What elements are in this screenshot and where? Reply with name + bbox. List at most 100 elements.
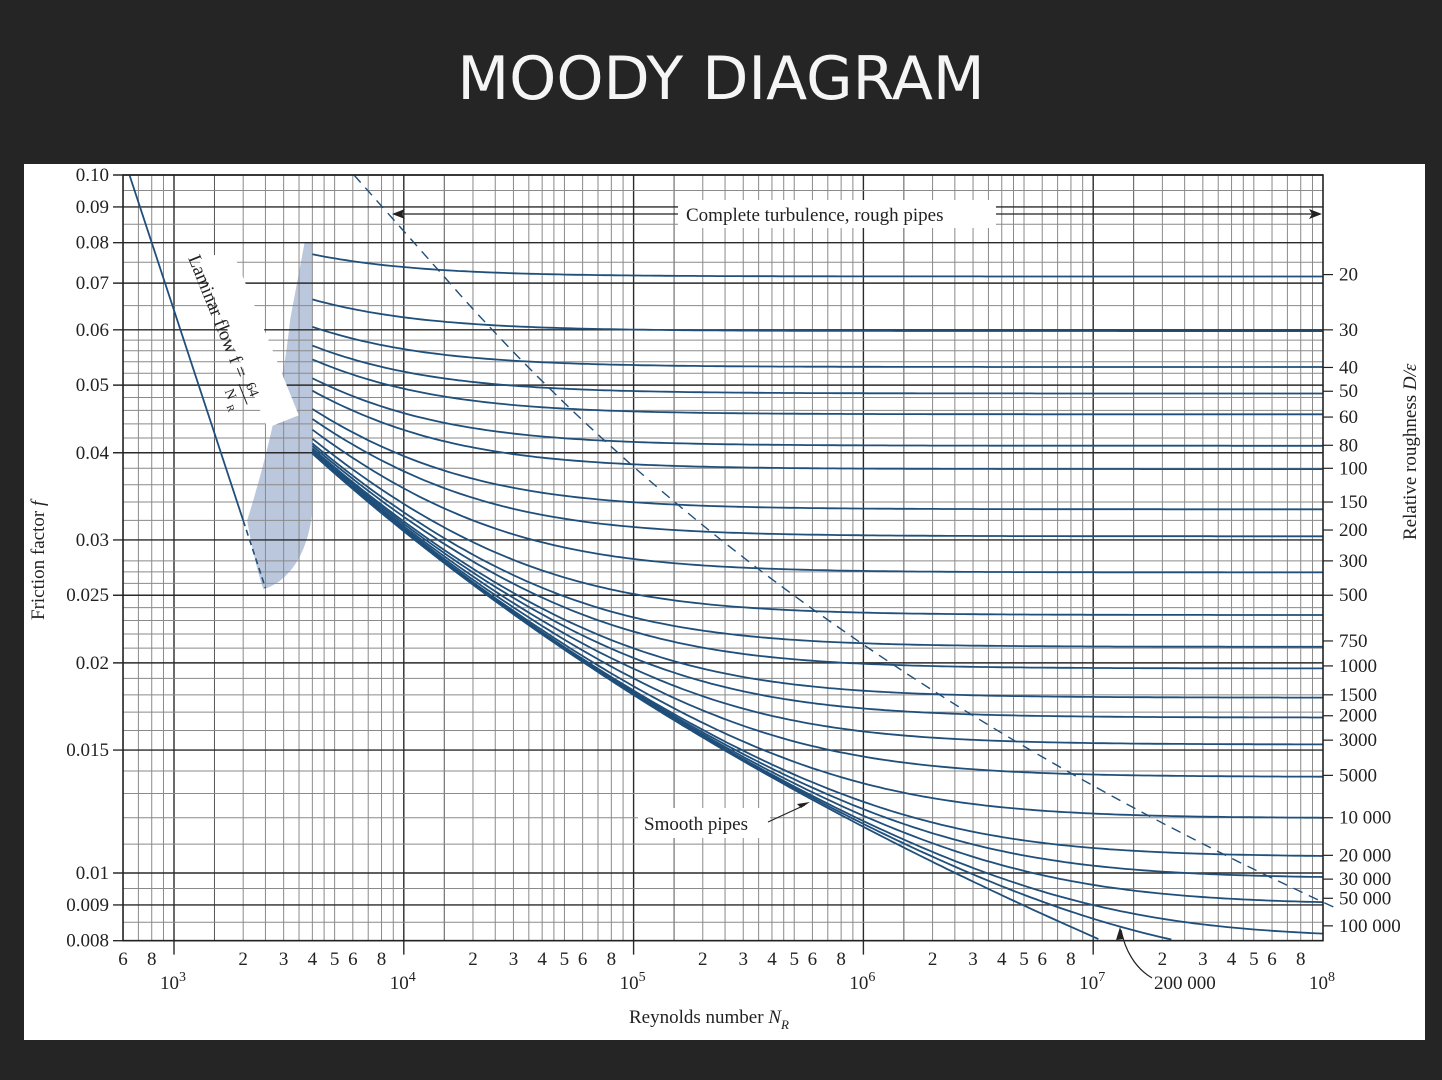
roughness-label: 30 000 <box>1339 869 1391 890</box>
plot-frame <box>122 174 1324 942</box>
laminar-flow-line <box>128 174 245 521</box>
x-minor-tick-label: 2 <box>928 949 938 970</box>
roughness-label: 30 <box>1339 320 1358 341</box>
complete-turbulence-boundary <box>353 174 1339 910</box>
arrow-icon <box>797 802 810 808</box>
x-minor-tick-label: 3 <box>738 949 748 970</box>
roughness-label: 60 <box>1339 407 1358 428</box>
x-major-tick-label: 106 <box>849 970 875 994</box>
laminar-extension-dashed <box>242 520 267 589</box>
smooth-arrow-line <box>767 804 806 823</box>
y2-axis-title: Relative roughness D/ε <box>1400 363 1421 540</box>
laminar-label-box <box>199 248 299 428</box>
roughness-label: 5000 <box>1339 765 1377 786</box>
fraction-bar <box>238 383 248 405</box>
x-minor-tick-label: 8 <box>1296 949 1306 970</box>
turbulence-label-bg <box>678 200 996 228</box>
roughness-label: 20 000 <box>1339 845 1391 866</box>
roughness-curve <box>312 358 1323 416</box>
x-minor-tick-label: 2 <box>468 949 478 970</box>
y-tick-label: 0.03 <box>76 530 109 551</box>
roughness-curve <box>311 451 1323 778</box>
x-axis-title: Reynolds number NR <box>629 1007 789 1032</box>
roughness-curve <box>311 452 1324 935</box>
x-major-tick-label: 104 <box>390 970 416 994</box>
x-minor-tick-label: 6 <box>808 949 818 970</box>
y-tick-label: 0.02 <box>76 653 109 674</box>
callout-200000-label: 200 000 <box>1154 973 1216 994</box>
moody-chart: 0.100.090.080.070.060.050.040.030.0250.0… <box>28 165 1421 1032</box>
roughness-curve <box>311 408 1323 511</box>
y-axis-title: Friction factor f <box>28 498 49 620</box>
y-tick-label: 0.07 <box>76 273 109 294</box>
x-minor-tick-label: 6 <box>578 949 588 970</box>
roughness-curve <box>311 442 1323 648</box>
x-minor-tick-label: 8 <box>1066 949 1076 970</box>
laminar-denominator: N <box>221 387 239 402</box>
x-minor-tick-label: 5 <box>1019 949 1029 970</box>
roughness-curve <box>311 389 1323 470</box>
roughness-curves <box>128 174 1339 941</box>
laminar-label-bg <box>199 248 299 428</box>
roughness-curve <box>311 428 1323 574</box>
x-minor-tick-label: 6 <box>118 949 128 970</box>
x-minor-tick-label: 3 <box>279 949 289 970</box>
y-tick-label: 0.008 <box>66 931 109 952</box>
y-tick-label: 0.05 <box>76 375 109 396</box>
x-minor-tick-label: 6 <box>1037 949 1047 970</box>
roughness-curve <box>312 344 1323 395</box>
y-tick-label: 0.025 <box>66 585 109 606</box>
x-minor-tick-label: 5 <box>330 949 340 970</box>
x-major-tick-label: 107 <box>1079 970 1105 994</box>
x-minor-tick-label: 8 <box>377 949 387 970</box>
roughness-label: 500 <box>1339 585 1368 606</box>
roughness-label: 2000 <box>1339 706 1377 727</box>
axes <box>122 174 1333 979</box>
x-minor-tick-label: 8 <box>147 949 157 970</box>
roughness-curve <box>311 452 1324 819</box>
x-major-tick-label: 105 <box>620 970 646 994</box>
x-minor-tick-label: 3 <box>509 949 519 970</box>
roughness-curve <box>311 418 1323 538</box>
x-minor-tick-label: 2 <box>698 949 708 970</box>
roughness-curve <box>311 447 1323 699</box>
roughness-label: 1000 <box>1339 656 1377 677</box>
roughness-label: 50 <box>1339 381 1358 402</box>
x-major-tick-label: 103 <box>160 970 186 994</box>
complete-turbulence-label: Complete turbulence, rough pipes <box>686 205 944 226</box>
x-minor-tick-label: 3 <box>1198 949 1208 970</box>
y-tick-label: 0.08 <box>76 233 109 254</box>
x-minor-tick-label: 5 <box>1249 949 1259 970</box>
laminar-denominator-sub: R <box>224 403 237 414</box>
y-tick-label: 0.06 <box>76 320 109 341</box>
roughness-label: 50 000 <box>1339 888 1391 909</box>
x-minor-tick-label: 4 <box>997 949 1007 970</box>
x-minor-tick-label: 5 <box>789 949 799 970</box>
laminar-numerator: 64 <box>242 381 261 400</box>
y-tick-label: 0.009 <box>66 895 109 916</box>
smooth-pipes-label: Smooth pipes <box>644 814 748 835</box>
grid-lines <box>113 174 1323 955</box>
moody-chart-panel: 0.10 0.09 0.08 0.07 0.06 0.05 0.04 0.03 0.025 0.0… <box>24 164 1425 1040</box>
x-minor-tick-label: 5 <box>560 949 570 970</box>
x-major-tick-label: 108 <box>1309 970 1335 994</box>
roughness-label: 3000 <box>1339 730 1377 751</box>
y-tick-label: 0.04 <box>76 443 110 464</box>
roughness-curve <box>311 449 1323 719</box>
roughness-label: 100 000 <box>1339 916 1401 937</box>
arrow-right-icon <box>1309 209 1322 219</box>
roughness-label: 100 <box>1339 458 1368 479</box>
x-minor-tick-label: 6 <box>1267 949 1277 970</box>
roughness-label: 80 <box>1339 435 1358 456</box>
roughness-curve <box>311 445 1323 670</box>
y-tick-label: 0.09 <box>76 197 109 218</box>
x-minor-tick-label: 4 <box>767 949 777 970</box>
x-minor-tick-label: 4 <box>537 949 547 970</box>
arrow-left-icon <box>392 209 405 219</box>
smooth-pipe-curve <box>311 452 1099 940</box>
roughness-label: 200 <box>1339 520 1368 541</box>
x-minor-tick-label: 3 <box>968 949 978 970</box>
roughness-label: 150 <box>1339 492 1368 513</box>
arrow-up-icon <box>1116 927 1124 940</box>
roughness-label: 750 <box>1339 631 1368 652</box>
